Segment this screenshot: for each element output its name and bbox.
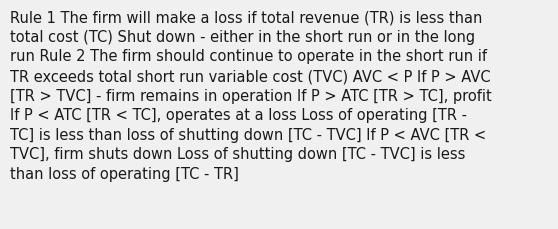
Text: Rule 1 The firm will make a loss if total revenue (TR) is less than
total cost (: Rule 1 The firm will make a loss if tota… bbox=[10, 10, 492, 181]
